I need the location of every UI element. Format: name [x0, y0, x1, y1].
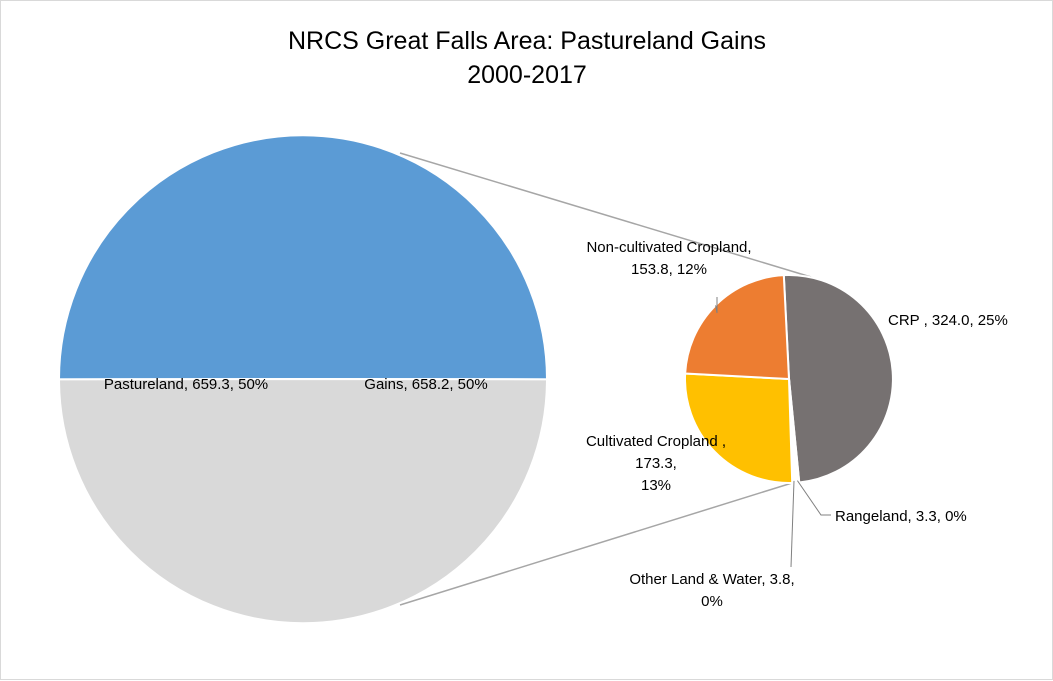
secondary-slice-crp: [782, 274, 894, 484]
chart-title: NRCS Great Falls Area: Pastureland Gains: [288, 27, 766, 55]
leader-line-rangeland: [796, 480, 831, 516]
secondary-slice-label-other-land-water-line-2: 0%: [701, 593, 723, 610]
secondary-slice-label-cultivated-cropland-line-3: 13%: [641, 477, 671, 494]
leader-line-other-land-water: [790, 480, 795, 568]
connector-line-top: [399, 152, 812, 278]
main-slice-label-gains: Gains, 658.2, 50%: [364, 376, 487, 393]
secondary-slice-label-cultivated-cropland-line-1: Cultivated Cropland ,: [586, 433, 726, 450]
main-slice-label-pastureland: Pastureland, 659.3, 50%: [104, 376, 268, 393]
secondary-slice-non-cultivated-cropland: [684, 274, 791, 381]
secondary-slice-label-non-cultivated-cropland-line-2: 153.8, 12%: [631, 261, 707, 278]
chart-subtitle: 2000-2017: [467, 61, 587, 89]
main-slice-gains: [57, 377, 549, 625]
secondary-slice-cultivated-cropland: [684, 372, 794, 484]
leader-line-non-cultivated-cropland: [715, 297, 718, 314]
secondary-slice-label-non-cultivated-cropland-line-1: Non-cultivated Cropland,: [586, 239, 751, 256]
secondary-slice-label-crp: CRP , 324.0, 25%: [888, 312, 1008, 329]
main-slice-pastureland: [57, 134, 549, 381]
connector-line-bottom: [399, 482, 793, 606]
secondary-slice-label-rangeland: Rangeland, 3.3, 0%: [835, 508, 967, 525]
secondary-slice-label-other-land-water-line-1: Other Land & Water, 3.8,: [629, 571, 794, 588]
secondary-slice-label-cultivated-cropland-line-2: 173.3,: [635, 455, 677, 472]
